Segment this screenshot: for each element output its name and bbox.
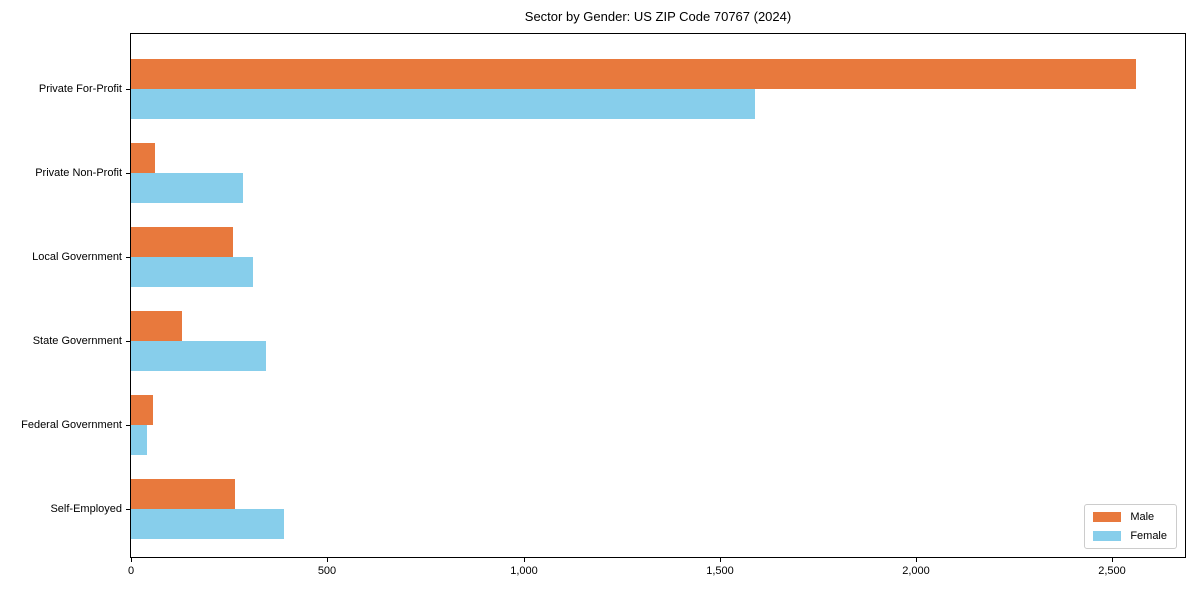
bar-female-5 — [131, 509, 284, 539]
chart-title: Sector by Gender: US ZIP Code 70767 (202… — [524, 9, 792, 24]
bar-male-3 — [131, 311, 182, 341]
x-axis-label: 2,500 — [1098, 565, 1126, 577]
x-tick — [720, 557, 721, 562]
y-axis-label: Private For-Profit — [38, 83, 122, 95]
legend-label: Male — [1130, 511, 1155, 523]
x-axis-label: 0 — [127, 565, 135, 577]
x-tick — [1112, 557, 1113, 562]
bar-male-2 — [131, 227, 233, 257]
x-tick — [131, 557, 132, 562]
x-axis-label: 500 — [317, 565, 337, 577]
bar-male-5 — [131, 479, 235, 509]
x-tick — [327, 557, 328, 562]
y-axis-label: Local Government — [32, 251, 122, 263]
legend-swatch-male — [1093, 512, 1122, 522]
y-tick — [126, 425, 131, 426]
y-tick — [126, 257, 131, 258]
y-axis-label: Private Non-Profit — [35, 167, 122, 179]
bar-female-0 — [131, 89, 755, 119]
y-tick — [126, 173, 131, 174]
legend-swatch-female — [1093, 531, 1122, 541]
y-axis-label: State Government — [32, 335, 122, 347]
bar-female-3 — [131, 341, 266, 371]
y-axis-label: Self-Employed — [50, 503, 122, 515]
legend-entry-male: Male — [1093, 511, 1167, 523]
y-tick — [126, 89, 131, 90]
legend: Male Female — [1084, 504, 1177, 549]
bar-male-0 — [131, 59, 1136, 89]
x-axis-label: 1,000 — [510, 565, 538, 577]
bar-male-4 — [131, 395, 153, 425]
bar-male-1 — [131, 143, 155, 173]
y-tick — [126, 509, 131, 510]
plot-area: Private For-Profit Private Non-Profit Loca… — [21, 33, 1186, 577]
x-tick — [524, 557, 525, 562]
bar-female-4 — [131, 425, 147, 455]
x-tick — [916, 557, 917, 562]
bar-female-2 — [131, 257, 253, 287]
y-tick — [126, 341, 131, 342]
x-axis-label: 2,000 — [902, 565, 930, 577]
legend-label: Female — [1130, 530, 1167, 542]
legend-entry-female: Female — [1093, 530, 1167, 542]
x-axis-label: 1,500 — [706, 565, 734, 577]
bar-female-1 — [131, 173, 243, 203]
y-axis-label: Federal Government — [21, 419, 122, 431]
